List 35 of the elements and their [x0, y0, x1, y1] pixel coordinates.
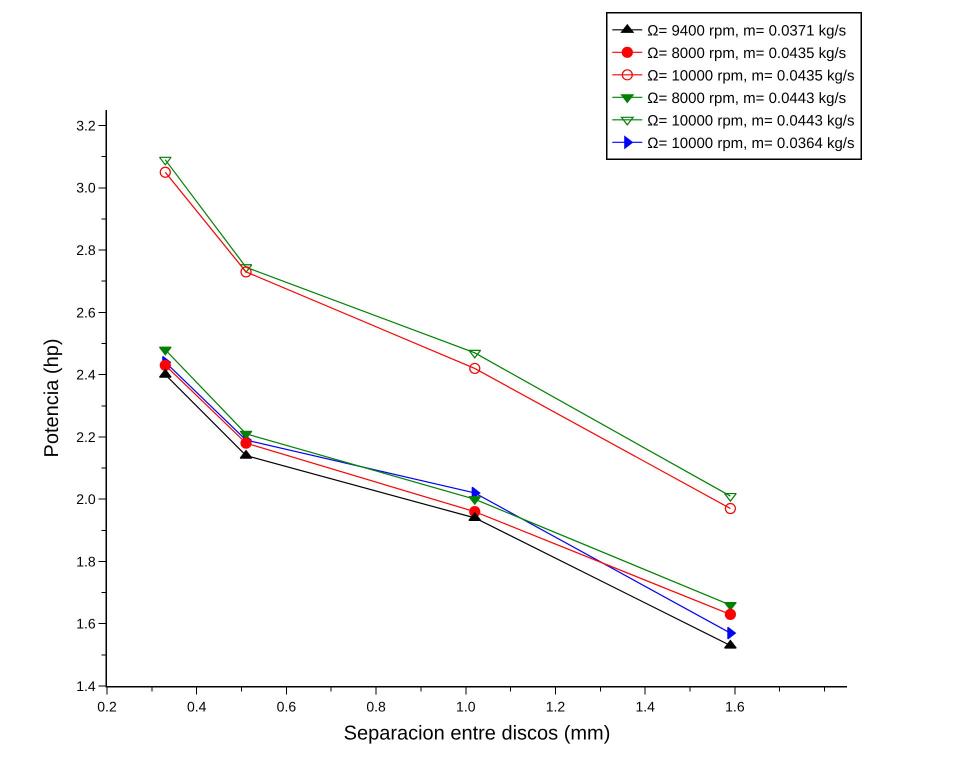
- y-tick-label: 2.4: [76, 366, 96, 383]
- x-tick-label: 1.6: [725, 698, 745, 714]
- point: [724, 502, 736, 514]
- y-tick-label: 2.6: [76, 304, 96, 320]
- legend-label: Ω= 10000 rpm, m= 0.0443 kg/s: [647, 112, 854, 130]
- y-tick-label: 3.2: [76, 117, 96, 134]
- y-tick-label: 1.6: [76, 616, 96, 632]
- y-axis-title: Potencia (hp): [40, 338, 63, 458]
- x-tick-label: 1.4: [635, 698, 656, 714]
- legend-label: Ω= 8000 rpm, m= 0.0435 kg/s: [647, 45, 846, 62]
- point: [724, 640, 737, 649]
- point: [724, 608, 736, 620]
- legend-label: Ω= 9400 rpm, m= 0.0371 kg/s: [647, 22, 846, 40]
- x-tick-label: 0.6: [276, 698, 296, 714]
- point: [469, 362, 480, 374]
- point: [240, 266, 252, 278]
- x-tick-label: 0.4: [186, 698, 207, 714]
- point: [724, 492, 737, 502]
- y-tick-label: 2.8: [76, 242, 96, 258]
- y-tick-label: 2.0: [76, 491, 96, 508]
- y-tick-label: 1.4: [76, 678, 96, 694]
- x-tick-label: 1.2: [546, 698, 566, 714]
- legend-label: Ω= 10000 rpm, m= 0.0435 kg/s: [647, 68, 854, 85]
- x-axis-title: Separacion entre discos (mm): [344, 722, 610, 745]
- legend-label: Ω= 10000 rpm, m= 0.0364 kg/s: [647, 135, 854, 152]
- x-tick-label: 0.2: [97, 698, 117, 714]
- legend-label: Ω= 8000 rpm, m= 0.0443 kg/s: [647, 90, 846, 108]
- x-tick-label: 0.8: [366, 698, 386, 714]
- point: [160, 166, 171, 178]
- y-tick-label: 2.2: [76, 428, 96, 445]
- y-tick-label: 1.8: [76, 553, 96, 570]
- point: [240, 438, 252, 449]
- y-tick-label: 3.0: [76, 180, 96, 196]
- point: [160, 360, 171, 371]
- x-tick-label: 1.0: [456, 698, 476, 714]
